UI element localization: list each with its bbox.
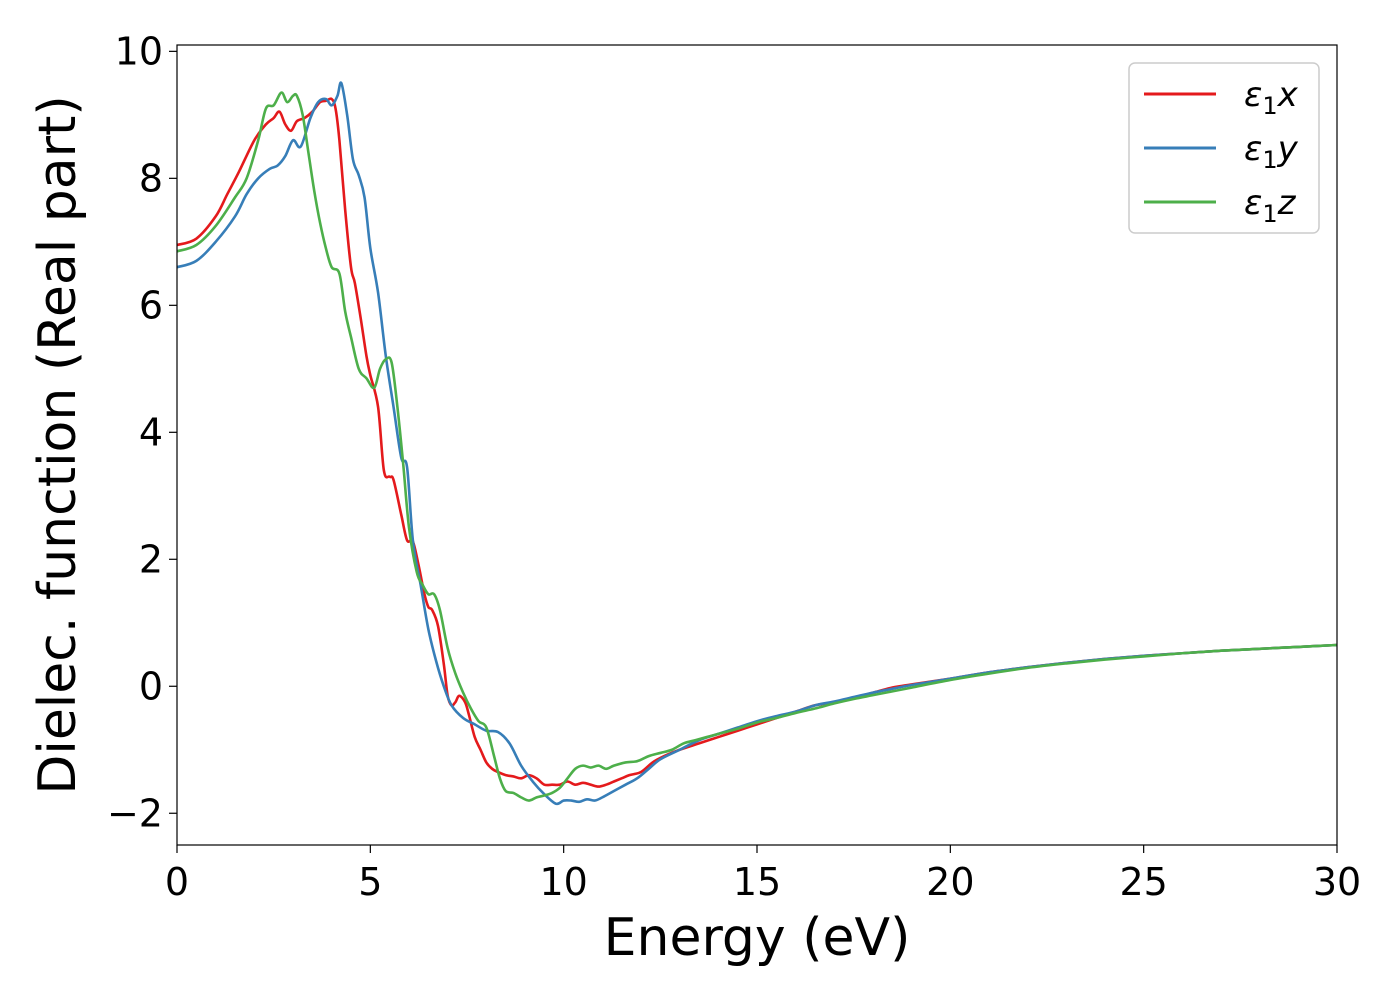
legend-label-x: ε1x [1244, 75, 1299, 120]
y-axis-ticks: −2 0 2 4 6 8 10 [107, 29, 177, 835]
y-tick-label: 0 [139, 664, 163, 708]
x-axis-label: Energy (eV) [604, 908, 911, 968]
series-line-y [176, 81, 1338, 806]
y-tick-label: 6 [139, 283, 163, 327]
legend-items: ε1x ε1y ε1z [1144, 75, 1299, 228]
series-line-z [176, 91, 1338, 802]
legend-box [1128, 62, 1320, 234]
x-tick-label: 5 [358, 860, 382, 904]
y-tick-label: −2 [107, 791, 163, 835]
y-tick-label: 4 [139, 410, 163, 454]
x-tick-label: 0 [165, 860, 189, 904]
x-tick-label: 25 [1119, 860, 1167, 904]
legend-label-y: ε1y [1244, 129, 1299, 174]
x-axis-ticks: 0 5 10 15 20 25 30 [165, 845, 1361, 904]
x-tick-label: 30 [1313, 860, 1361, 904]
y-tick-label: 8 [139, 156, 163, 200]
y-axis-label: Dielec. function (Real part) [28, 95, 88, 794]
y-tick-label: 2 [139, 537, 163, 581]
x-tick-label: 10 [539, 860, 587, 904]
legend-label-z: ε1z [1244, 183, 1297, 228]
legend: ε1x ε1y ε1z [1128, 62, 1320, 234]
y-tick-label: 10 [115, 29, 163, 73]
x-tick-label: 15 [733, 860, 781, 904]
x-tick-label: 20 [926, 860, 974, 904]
series-layer [176, 81, 1338, 806]
